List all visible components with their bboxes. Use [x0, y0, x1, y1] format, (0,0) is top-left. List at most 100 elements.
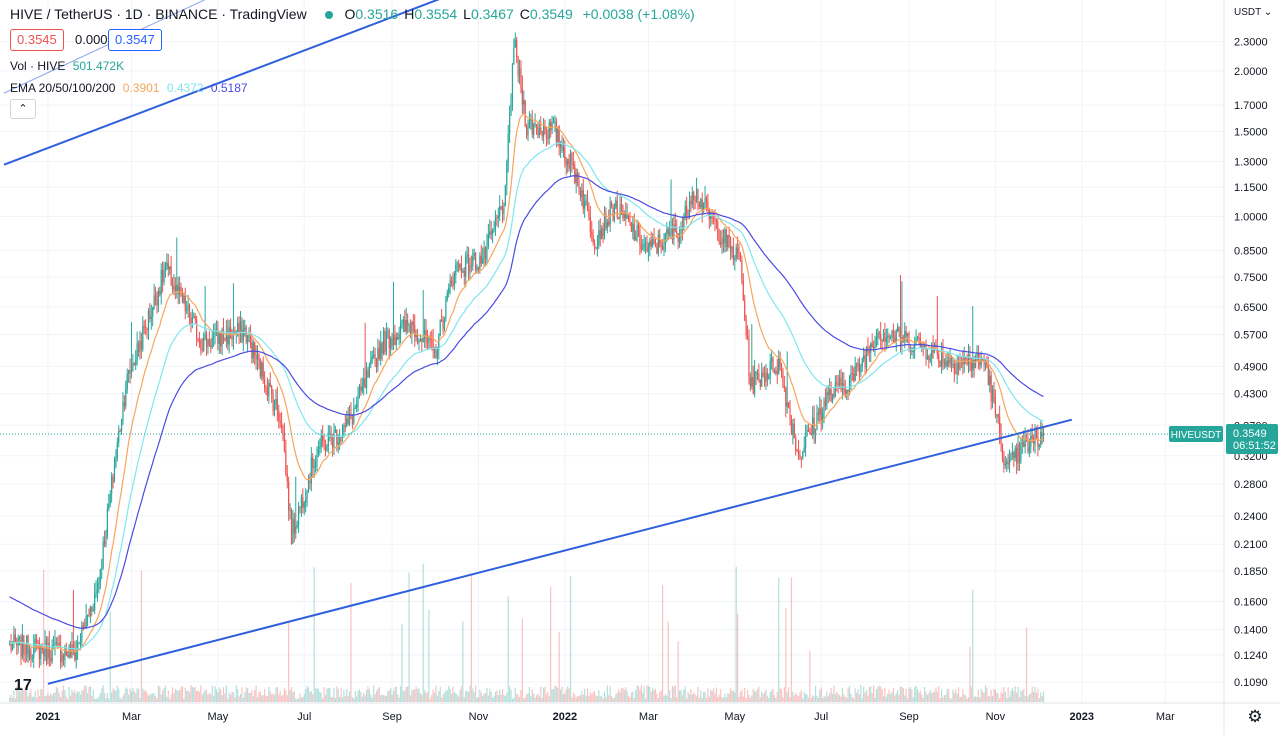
volume-bar [797, 696, 800, 702]
volume-bar [380, 695, 382, 702]
volume-bar [882, 695, 885, 702]
candle-body [193, 316, 195, 318]
candle-body [442, 320, 444, 329]
candle-body [136, 343, 138, 361]
volume-bar [435, 685, 437, 702]
candle-body [333, 431, 335, 448]
volume-bar [914, 687, 916, 702]
candle-body [982, 359, 984, 361]
volume-bar [333, 687, 335, 702]
candle-body [92, 610, 94, 612]
candle-body [119, 431, 121, 433]
volume-bar [703, 691, 705, 702]
volume-bar [147, 695, 150, 702]
candle-body [683, 217, 685, 231]
volume-bar [861, 698, 863, 702]
candle-body [300, 497, 303, 508]
candle-body [557, 126, 559, 142]
bid-price[interactable]: 0.3545 [10, 29, 64, 51]
ema-legend[interactable]: EMA 20/50/100/200 0.3901 0.4372 0.5187 [10, 80, 248, 96]
candle-body [552, 122, 555, 124]
volume-bar [295, 698, 297, 702]
candle-body [729, 237, 732, 252]
candle-body [368, 364, 370, 377]
candle-body [61, 655, 63, 663]
candle-body [717, 222, 719, 241]
candle-body [824, 400, 827, 407]
volume-bar [571, 697, 573, 702]
candle-body [388, 330, 390, 349]
candle-body [220, 333, 222, 347]
volume-bar [258, 692, 260, 702]
candle-body [433, 348, 436, 351]
volume-bar [819, 689, 821, 702]
volume-bar [996, 692, 998, 702]
ask-price[interactable]: 0.3547 [108, 29, 162, 51]
volume-legend[interactable]: Vol · HIVE 501.472K [10, 58, 124, 74]
candle-body [690, 201, 692, 205]
volume-bar [756, 688, 759, 702]
volume-bar [378, 687, 380, 702]
volume-bar [846, 697, 848, 702]
candle-body [704, 197, 706, 204]
symbol-title[interactable]: HIVE / TetherUS · 1D · BINANCE · Trading… [10, 6, 307, 22]
volume-bar [44, 695, 46, 702]
candle-body [259, 359, 261, 377]
collapse-legend-button[interactable]: ⌃ [10, 99, 36, 119]
volume-bar [326, 688, 328, 702]
candle-body [575, 173, 577, 183]
candle-body [402, 319, 404, 324]
volume-bar [591, 694, 593, 702]
ohlc-key: H [404, 6, 415, 22]
volume-bar [959, 697, 961, 702]
candle-body [404, 319, 406, 332]
candle-body [173, 285, 175, 290]
candle-body [976, 352, 978, 361]
volume-bar [290, 687, 293, 702]
volume-bar [892, 688, 895, 702]
candle-body [446, 292, 448, 300]
volume-bar [214, 686, 216, 702]
candle-body [244, 327, 246, 330]
volume-bar [807, 697, 810, 702]
candle-body [221, 329, 223, 347]
gear-icon[interactable]: ⚙ [1247, 707, 1263, 726]
candle-body [10, 642, 12, 650]
candle-body [626, 215, 628, 219]
volume-bar [419, 692, 421, 702]
volume-bar [652, 687, 654, 702]
volume-bar [1027, 696, 1029, 702]
volume-bar [547, 691, 549, 702]
volume-bar [528, 686, 531, 702]
volume-bar [622, 687, 624, 702]
candle-body [918, 337, 920, 339]
candle-body [343, 425, 345, 436]
volume-bar [118, 688, 120, 702]
volume-bar [1034, 687, 1036, 702]
candle-body [1016, 448, 1018, 464]
candle-body [316, 453, 318, 461]
volume-bar [955, 689, 957, 702]
candle-body [194, 316, 196, 320]
time-tick-label: Mar [639, 711, 658, 723]
candle-body [424, 329, 426, 339]
candle-body [640, 244, 642, 250]
candle-body [197, 338, 199, 340]
candle-body [1041, 432, 1043, 437]
candle-body [959, 361, 961, 370]
volume-bar [1013, 691, 1015, 702]
volume-bar [619, 692, 621, 702]
candle-body [465, 256, 467, 277]
volume-bar [319, 691, 321, 702]
volume-bar [681, 695, 683, 702]
volume-bar [715, 687, 717, 702]
candle-body [1003, 459, 1005, 465]
volume-bar [887, 693, 889, 702]
volume-bar [530, 696, 532, 702]
volume-bar [569, 576, 572, 702]
volume-value: 501.472K [72, 59, 125, 73]
candle-body [547, 137, 549, 139]
candle-body [564, 146, 566, 162]
candle-body [54, 642, 56, 646]
